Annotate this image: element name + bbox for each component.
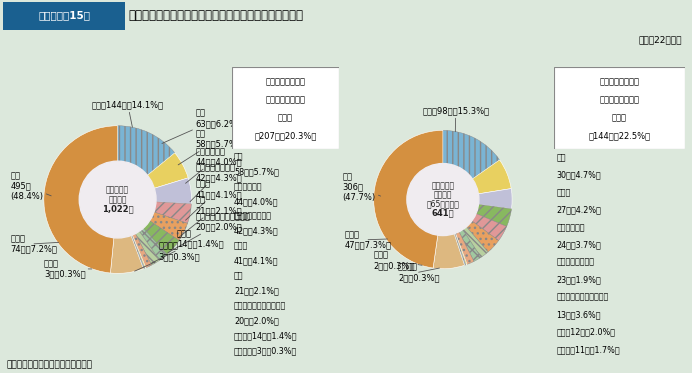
Wedge shape [443, 200, 474, 264]
Text: 紙類　12人（2.0%）: 紙類 12人（2.0%） [556, 327, 615, 336]
Wedge shape [118, 200, 145, 269]
Text: その他
47人（7.3%）: その他 47人（7.3%） [345, 230, 392, 250]
Text: 屑類: 屑類 [556, 153, 566, 162]
Text: ガス類
3人（0.3%）: ガス類 3人（0.3%） [44, 259, 92, 279]
Wedge shape [118, 126, 175, 200]
Text: 58人（5.7%）: 58人（5.7%） [234, 167, 279, 176]
Text: カーテン・じゅうたん類: カーテン・じゅうたん類 [556, 293, 608, 302]
Text: 207人（20.3%）: 207人（20.3%） [254, 132, 317, 141]
Wedge shape [443, 200, 499, 252]
Text: その他
74人（7.2%）: その他 74人（7.2%） [10, 234, 59, 254]
Text: ガソリン・灯油類: ガソリン・灯油類 [556, 258, 594, 267]
Text: 13人（3.6%）: 13人（3.6%） [556, 310, 601, 319]
Wedge shape [118, 200, 159, 265]
Wedge shape [118, 200, 179, 254]
Text: 内装・建具類: 内装・建具類 [556, 223, 585, 232]
Text: 天ぷら油　3人（0.3%）: 天ぷら油 3人（0.3%） [234, 346, 298, 355]
Text: 寝具類及び衣類に: 寝具類及び衣類に [599, 78, 639, 87]
Text: 41人（4.1%）: 41人（4.1%） [234, 257, 278, 266]
Text: ガソリン・灯油類: ガソリン・灯油類 [234, 212, 272, 221]
Text: ガス類
2人（0.3%）: ガス類 2人（0.3%） [374, 251, 422, 270]
Text: 不明
495人
(48.4%): 不明 495人 (48.4%) [10, 171, 51, 201]
Text: る死者: る死者 [278, 113, 293, 122]
Text: 着火した火災によ: 着火した火災によ [599, 95, 639, 104]
Text: カーテン・じゅうたん類: カーテン・じゅうたん類 [234, 301, 286, 310]
Wedge shape [118, 153, 188, 200]
Wedge shape [118, 200, 167, 260]
Text: （65歳以上）: （65歳以上） [426, 200, 459, 209]
Text: 繊維類: 繊維類 [556, 188, 570, 197]
Text: 繊維類: 繊維類 [234, 242, 248, 251]
Text: 1,022人: 1,022人 [102, 205, 134, 214]
Wedge shape [443, 200, 466, 265]
Text: 641人: 641人 [432, 209, 454, 217]
Wedge shape [443, 200, 507, 241]
Text: 着火した火災によ: 着火した火災によ [266, 95, 305, 104]
Text: ガソリン・灯油類
42人（4.3%）: ガソリン・灯油類 42人（4.3%） [190, 163, 242, 202]
Circle shape [407, 164, 479, 235]
Text: 天ぷら油
2人（0.3%）: 天ぷら油 2人（0.3%） [398, 263, 439, 282]
Text: 紙類
21人（2.1%）: 紙類 21人（2.1%） [178, 196, 242, 238]
Text: 20人（2.0%）: 20人（2.0%） [234, 316, 279, 325]
Text: 44人（4.0%）: 44人（4.0%） [234, 197, 278, 206]
Text: 住宅火災に: 住宅火災に [431, 182, 455, 191]
Wedge shape [44, 126, 118, 273]
Text: 天ぷら油
3人（0.3%）: 天ぷら油 3人（0.3%） [135, 242, 200, 271]
Text: 内装・建具類: 内装・建具類 [234, 182, 262, 191]
Wedge shape [111, 200, 143, 273]
Text: 寝具類144人（14.1%）: 寝具類144人（14.1%） [92, 101, 164, 127]
Text: 42人（4.3%）: 42人（4.3%） [234, 227, 279, 236]
Wedge shape [118, 178, 192, 204]
Text: 家具類　14人（1.4%）: 家具類 14人（1.4%） [234, 331, 298, 340]
Text: 第１－１－15図: 第１－１－15図 [38, 10, 90, 20]
Bar [3, 1, 125, 30]
Text: よる死者: よる死者 [434, 191, 452, 200]
Wedge shape [118, 200, 152, 268]
Text: 繊維類
41人（4.1%）: 繊維類 41人（4.1%） [185, 179, 242, 220]
Text: 寝具類及び衣類に: 寝具類及び衣類に [266, 78, 305, 87]
Text: 24人（3.7%）: 24人（3.7%） [556, 241, 601, 250]
Circle shape [80, 161, 156, 238]
Text: 屑類
58人（5.7%）: 屑類 58人（5.7%） [178, 129, 242, 165]
Wedge shape [443, 189, 512, 209]
Text: 家具類
14人（1.4%）: 家具類 14人（1.4%） [152, 229, 224, 263]
Text: カーテン・じゅうたん類
20人（2.0%）: カーテン・じゅうたん類 20人（2.0%） [168, 212, 250, 253]
Text: 屑類: 屑類 [234, 152, 244, 161]
Text: 住宅火災の着火物別死者数（放火自殺者等を除く。）: 住宅火災の着火物別死者数（放火自殺者等を除く。） [128, 9, 303, 22]
Text: 紙類: 紙類 [234, 272, 244, 280]
Wedge shape [443, 200, 488, 257]
Text: る死者: る死者 [612, 113, 627, 122]
Text: （平成22年中）: （平成22年中） [638, 35, 682, 44]
Text: 家具類　11人（1.7%）: 家具類 11人（1.7%） [556, 345, 620, 354]
Text: よる死者: よる死者 [109, 195, 127, 204]
Text: 不明
306人
(47.7%): 不明 306人 (47.7%) [343, 172, 381, 202]
Wedge shape [443, 160, 511, 200]
Text: 寝具類98人（15.3%）: 寝具類98人（15.3%） [422, 106, 489, 132]
Text: 30人（4.7%）: 30人（4.7%） [556, 171, 601, 180]
Wedge shape [443, 200, 481, 261]
Text: 内装・建具類
44人（4.0%）: 内装・建具類 44人（4.0%） [185, 147, 242, 183]
Wedge shape [443, 200, 511, 226]
Wedge shape [443, 130, 500, 200]
Text: 23人（1.9%）: 23人（1.9%） [556, 275, 601, 284]
Wedge shape [118, 200, 146, 268]
Wedge shape [118, 200, 188, 241]
Wedge shape [443, 200, 467, 265]
Text: 21人（2.1%）: 21人（2.1%） [234, 286, 279, 295]
Text: 27人（4.2%）: 27人（4.2%） [556, 206, 601, 214]
Wedge shape [374, 130, 443, 268]
Wedge shape [118, 200, 191, 223]
Text: （備考）　「火災報告」により作成: （備考） 「火災報告」により作成 [7, 360, 93, 369]
Text: 144人（22.5%）: 144人（22.5%） [588, 132, 650, 141]
Wedge shape [433, 200, 464, 269]
Text: 住宅火災に: 住宅火災に [106, 185, 129, 194]
Text: 衣類
63人（6.2%）: 衣類 63人（6.2%） [162, 109, 242, 144]
